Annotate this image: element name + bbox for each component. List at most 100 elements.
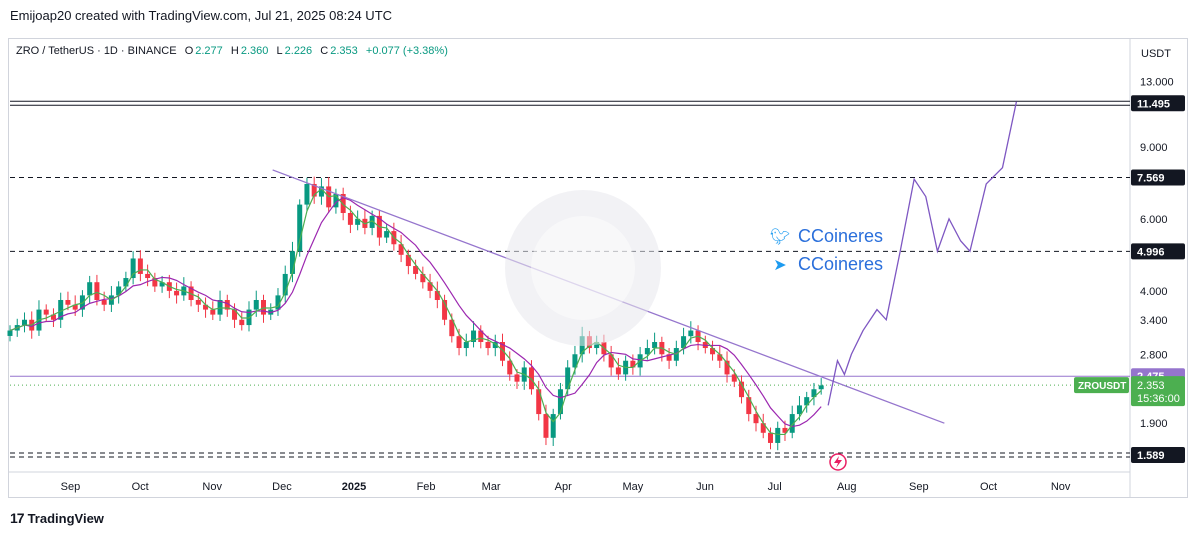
candle-body [804,397,810,406]
candle-body [413,266,419,274]
bar-countdown: 15:36:00 [1137,393,1180,405]
candle-body [543,414,549,438]
x-tick-label: Nov [1051,481,1071,493]
candle-body [333,193,339,208]
candle-body [43,309,49,315]
candle-body [210,309,216,315]
y-tick-label: 3.400 [1140,315,1168,327]
chart-credit: Emijoap20 created with TradingView.com, … [10,8,393,23]
tradingview-logo[interactable]: 17 TradingView [10,510,104,526]
candle-body [217,299,223,315]
low-value: 2.226 [284,45,313,57]
telegram-plane-icon: ➤ [773,256,787,274]
currency-label[interactable]: USDT [1141,48,1171,60]
candle-body [550,414,556,438]
candle-body [65,299,71,305]
high-value: 2.360 [240,45,269,57]
y-tick-label: 1.900 [1140,418,1168,430]
candle-body [608,354,614,368]
x-tick-label: 2025 [342,481,366,493]
candle-body [420,273,426,283]
watermark-logo-inner [531,216,635,320]
candle-body [485,342,491,349]
candle-body [21,319,27,326]
y-tick-label: 2.800 [1140,349,1168,361]
chart-frame [8,38,1188,498]
candle-body [492,342,498,349]
telegram-handle: ➤ CCoineres [770,254,883,275]
forecast-path [827,101,1018,406]
x-tick-label: Apr [555,481,572,493]
candle-body [282,273,288,296]
candle-body [232,309,238,320]
candle-body [644,348,650,355]
candle-body [478,330,484,343]
candle-body [528,367,534,390]
candle-body [145,273,151,279]
candle-body [384,231,390,238]
candle-body [405,254,411,267]
candle-body [449,319,455,337]
candle-body [203,304,209,310]
candle-body [746,397,752,415]
candle-body [355,218,361,225]
watermark-logo [505,190,661,346]
candle-body [130,258,136,279]
tradingview-brand: TradingView [27,510,104,526]
low-label: L [276,45,283,57]
x-tick-label: Sep [61,481,81,493]
candle-body [152,278,158,287]
high-label: H [230,45,239,57]
candle-body [789,414,795,433]
candle-body [311,183,317,197]
candle-body [724,360,730,375]
candle-body [101,299,107,305]
tradingview-icon: 17 [10,510,25,526]
x-tick-label: Mar [482,481,501,493]
candle-body [239,319,245,326]
x-tick-label: Jun [696,481,714,493]
symbol-tag [1074,377,1129,394]
candle-body [297,204,303,252]
open-label: O [184,45,194,57]
candle-body [58,299,64,320]
candle-body [7,330,13,336]
level-tag-label: 7.569 [1137,173,1165,185]
x-tick-label: Sep [909,481,929,493]
change-value: +0.077 (+3.38%) [365,45,448,57]
candle-body [87,282,93,296]
candle-body [195,299,201,305]
candle-body [116,286,122,296]
candle-body [775,427,781,443]
candle-body [594,342,600,349]
y-tick-label: 9.000 [1140,142,1168,154]
candle-body [50,314,56,320]
x-tick-label: Dec [272,481,292,493]
candle-body [717,354,723,361]
y-tick-label: 4.000 [1140,286,1168,298]
candle-body [796,405,802,415]
y-tick-label: 13.000 [1140,76,1174,88]
candle-body [652,342,658,349]
candle-body [500,342,506,361]
candle-body [565,367,571,390]
x-tick-label: Oct [132,481,149,493]
level-tag [1131,446,1185,463]
level-tag [1131,169,1185,186]
telegram-handle-label: CCoineres [798,254,884,274]
candle-body [94,282,100,300]
candle-body [688,330,694,337]
candle-body [340,193,346,213]
candle-body [304,183,310,205]
candle-body [347,212,353,225]
candle-body [739,381,745,398]
candle-body [369,215,375,228]
level-tag-label: 1.589 [1137,450,1165,462]
candle-body [260,299,266,315]
current-price-tag [1131,376,1185,407]
ma-slow-line [9,197,822,428]
y-tick-label: 6.000 [1140,214,1168,226]
x-tick-label: Jul [768,481,782,493]
candle-body [818,385,824,390]
